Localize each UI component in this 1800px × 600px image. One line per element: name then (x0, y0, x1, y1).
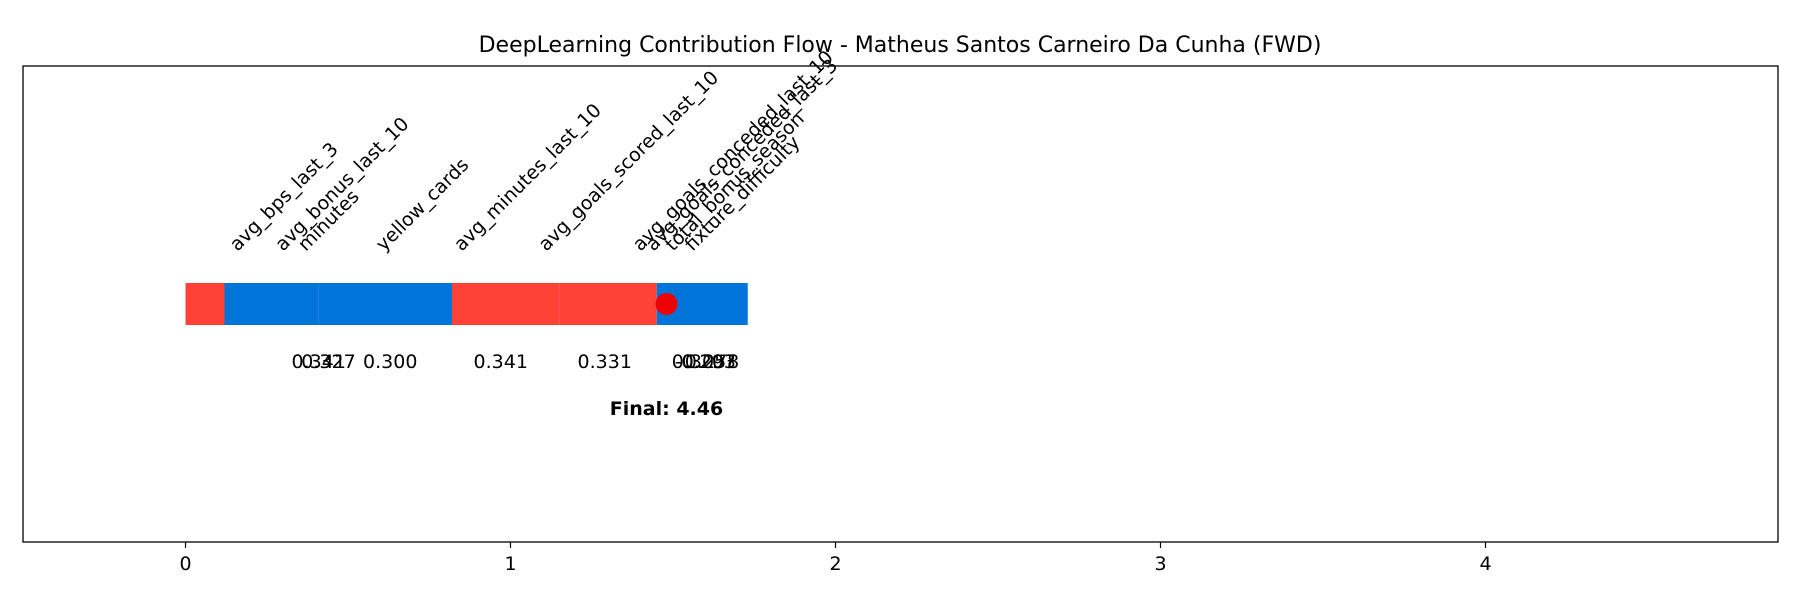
bar-segment-avg-bps-last-3 (185, 283, 225, 325)
feature-label: avg_minutes_last_10 (450, 99, 606, 255)
x-tick-label: 3 (1154, 553, 1166, 575)
bar-segment-yellow-cards (318, 283, 374, 325)
bar-segment-total-bonus-season (679, 283, 712, 325)
x-axis: 0 1 2 3 4 (179, 542, 1492, 575)
value-label: -0.207 (675, 351, 736, 373)
bar-segment-minutes (263, 283, 319, 325)
bar-segment-avg-bonus-last-10 (224, 283, 264, 325)
x-tick-label: 2 (829, 553, 841, 575)
plot-frame (22, 65, 1779, 543)
final-label: Final: 4.46 (610, 398, 723, 420)
x-tick-label: 0 (179, 553, 191, 575)
contribution-bars (185, 283, 748, 325)
final-marker (655, 293, 678, 315)
value-label: 0.278 (685, 351, 739, 373)
bar-segment-avg-minutes-last-10 (374, 283, 452, 325)
value-label: 0.327 (301, 351, 355, 373)
x-tick-label: 1 (504, 553, 516, 575)
value-label: 0.331 (578, 351, 632, 373)
bar-segment-avg-goals-conceded-last-10 (559, 283, 657, 325)
feature-label: avg_goals_conceded_last_3 (641, 55, 842, 256)
chart-title: DeepLearning Contribution Flow - Matheus… (479, 33, 1322, 58)
bar-segment-avg-goals-scored-last-10 (452, 283, 560, 325)
value-label: 0.293 (682, 351, 736, 373)
value-label: 0.305 (672, 351, 726, 373)
value-label: 0.341 (474, 351, 528, 373)
value-label: 0.300 (363, 351, 417, 373)
value-label: 0.341 (292, 351, 346, 373)
bar-segment-fixture-difficulty (712, 283, 748, 325)
x-tick-label: 4 (1479, 553, 1491, 575)
feature-label: total_bonus_season (661, 108, 809, 256)
